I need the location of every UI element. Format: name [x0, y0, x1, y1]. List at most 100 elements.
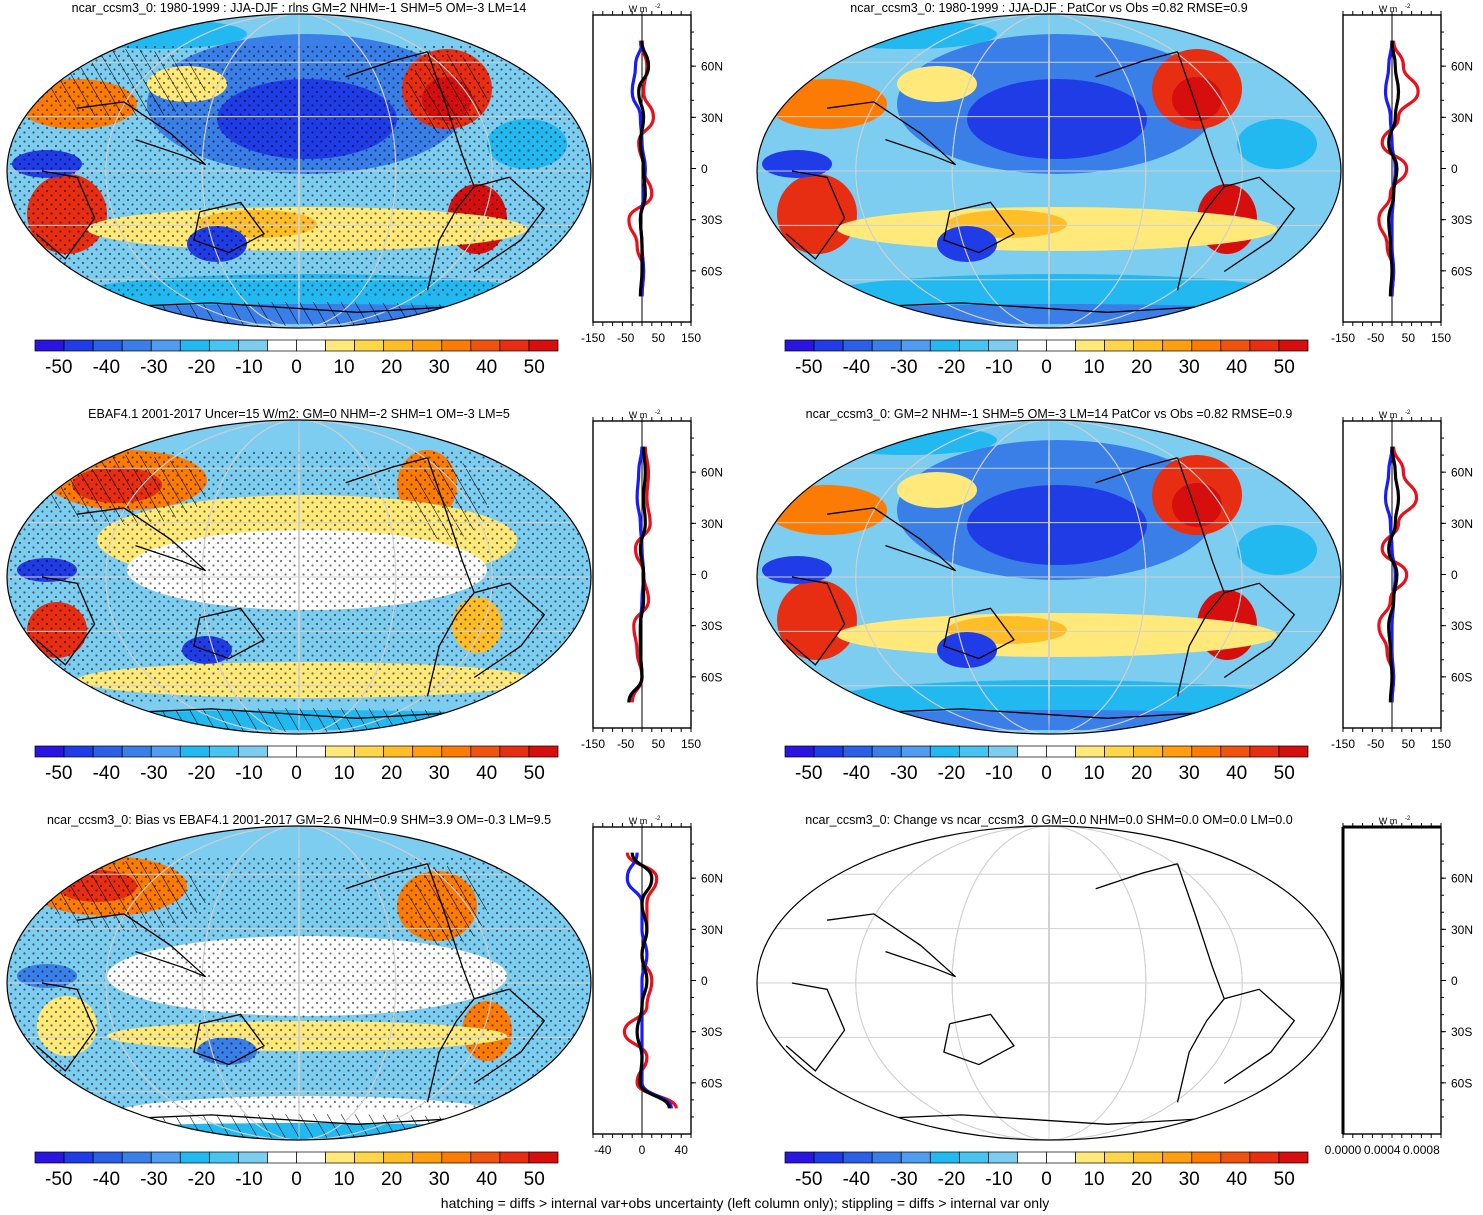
hatch-overlay: [407, 54, 487, 134]
hatch-overlay: [407, 460, 487, 540]
coastline: [193, 607, 265, 660]
colorbar-box: [1220, 339, 1251, 352]
coastline: [193, 1013, 265, 1066]
map-border: [6, 825, 592, 1141]
colorbar-tick-label: -40: [93, 1169, 120, 1190]
coastline: [473, 582, 546, 679]
colorbar-box: [900, 339, 931, 352]
colorbar-tick-label: 20: [381, 1169, 402, 1190]
coastline: [426, 457, 475, 697]
colorbar-box: [958, 339, 989, 352]
colorbar-box: [267, 745, 297, 758]
zonal-lat-label: 0: [701, 162, 708, 176]
colorbar-box: [441, 1151, 472, 1164]
colorbar-box: [470, 745, 501, 758]
colorbar-tick-label: -20: [938, 357, 965, 378]
colorbar-box: [1017, 339, 1047, 352]
colorbar-tick-label: 30: [429, 357, 450, 378]
graticule-meridian: [105, 14, 493, 328]
colorbar-box: [871, 745, 902, 758]
zonal-x-tick-label: -50: [617, 737, 635, 751]
colorbar-tick-label: -30: [890, 763, 917, 784]
colorbar-box: [354, 745, 385, 758]
zonal-frame: [1342, 826, 1442, 1135]
colorbar-box: [238, 1151, 268, 1164]
colorbar-tick-label: -30: [140, 357, 167, 378]
colorbar-box: [121, 745, 152, 758]
colorbar-box: [267, 339, 297, 352]
zonal-lat-label: 30N: [701, 517, 723, 531]
colorbar-box: [412, 339, 443, 352]
colorbar-box: [296, 745, 326, 758]
coastline: [193, 201, 265, 254]
colorbar-box: [470, 1151, 501, 1164]
zonal-x-tick-label: -150: [1331, 737, 1355, 751]
zonal-x-tick-label: 0.0008: [1403, 1143, 1440, 1157]
colorbar-tick-label: 30: [1179, 1169, 1200, 1190]
coastline: [345, 51, 428, 78]
colorbar-tick-label: -30: [140, 763, 167, 784]
colorbar-tick-label: -40: [93, 357, 120, 378]
zonal-lat-label: 30S: [1451, 619, 1472, 633]
zonal-mean-plot: W m -2 -150 -50 50 150 60N 30N 0 30S 60S: [581, 4, 723, 345]
colorbar-tick-label: -10: [235, 357, 262, 378]
hatch-overlay: [47, 455, 207, 525]
colorbar-tick-label: 30: [429, 763, 450, 784]
zonal-lat-label: 30N: [701, 923, 723, 937]
map-field: [757, 826, 1341, 1140]
colorbar-box: [470, 339, 501, 352]
zonal-unit-exponent: -2: [1405, 4, 1411, 10]
colorbar-box: [1104, 1151, 1135, 1164]
colorbar-box: [441, 339, 472, 352]
colorbar-box: [412, 745, 443, 758]
zonal-mean-plot: W m -2 -150 -50 50 150 60N 30N 0 30S 60S: [1331, 4, 1473, 345]
colorbar-box: [325, 1151, 355, 1164]
colorbar-tick-label: -10: [985, 357, 1012, 378]
field-region: [1237, 525, 1317, 575]
colorbar-box: [1249, 745, 1280, 758]
panel: ncar_ccsm3_0: GM=2 NHM=-1 SHM=5 OM=-3 LM…: [756, 407, 1473, 784]
colorbar-box: [208, 745, 239, 758]
panel: ncar_ccsm3_0: Bias vs EBAF4.1 2001-2017 …: [6, 813, 723, 1190]
coastline: [35, 982, 96, 1072]
coastline: [1176, 457, 1225, 697]
graticule-meridian: [201, 420, 397, 734]
colorbar-tick-label: 0: [291, 1169, 302, 1190]
zonal-lat-label: 60S: [701, 670, 722, 684]
colorbar-tick-label: 50: [1274, 1169, 1295, 1190]
colorbar-tick-label: -50: [45, 357, 72, 378]
colorbar-tick-label: 40: [1226, 1169, 1247, 1190]
zonal-series-zonal-mean: [630, 852, 671, 1109]
colorbar-box: [92, 745, 123, 758]
map-field: [7, 826, 591, 1140]
graticule-meridian: [951, 14, 1147, 328]
zonal-x-tick-label: 0.0004: [1364, 1143, 1401, 1157]
coastline: [77, 913, 207, 978]
zonal-lat-label: 60N: [1451, 872, 1473, 886]
colorbar-tick-label: 40: [476, 357, 497, 378]
colorbar-box: [528, 339, 559, 352]
colorbar-box: [929, 339, 960, 352]
zonal-x-tick-label: 50: [1402, 331, 1416, 345]
colorbar-box: [238, 339, 268, 352]
colorbar-tick-label: -20: [188, 1169, 215, 1190]
colorbar-tick-label: 10: [333, 1169, 354, 1190]
zonal-series-ocean: [1377, 40, 1420, 297]
zonal-mean-plot: W m -2 -150 -50 50 150 60N 30N 0 30S 60S: [581, 410, 723, 751]
zonal-lat-label: 0: [701, 568, 708, 582]
zonal-lat-label: 30N: [1451, 111, 1473, 125]
footnote: hatching = diffs > internal var+obs unce…: [441, 1195, 1049, 1211]
zonal-x-tick-label: -50: [1367, 331, 1385, 345]
colorbar-tick-label: 30: [429, 1169, 450, 1190]
colorbar-box: [1046, 339, 1076, 352]
colorbar-tick-label: 10: [1083, 357, 1104, 378]
zonal-lat-label: 60N: [701, 872, 723, 886]
coastline: [1176, 863, 1225, 1103]
panel: EBAF4.1 2001-2017 Uncer=15 W/m2: GM=0 NH…: [6, 407, 723, 784]
colorbar-box: [988, 745, 1018, 758]
zonal-x-tick-label: 150: [681, 737, 701, 751]
coastline: [1095, 51, 1178, 78]
colorbar-box: [179, 339, 210, 352]
colorbar-box: [150, 339, 181, 352]
graticule-meridian: [298, 14, 300, 328]
